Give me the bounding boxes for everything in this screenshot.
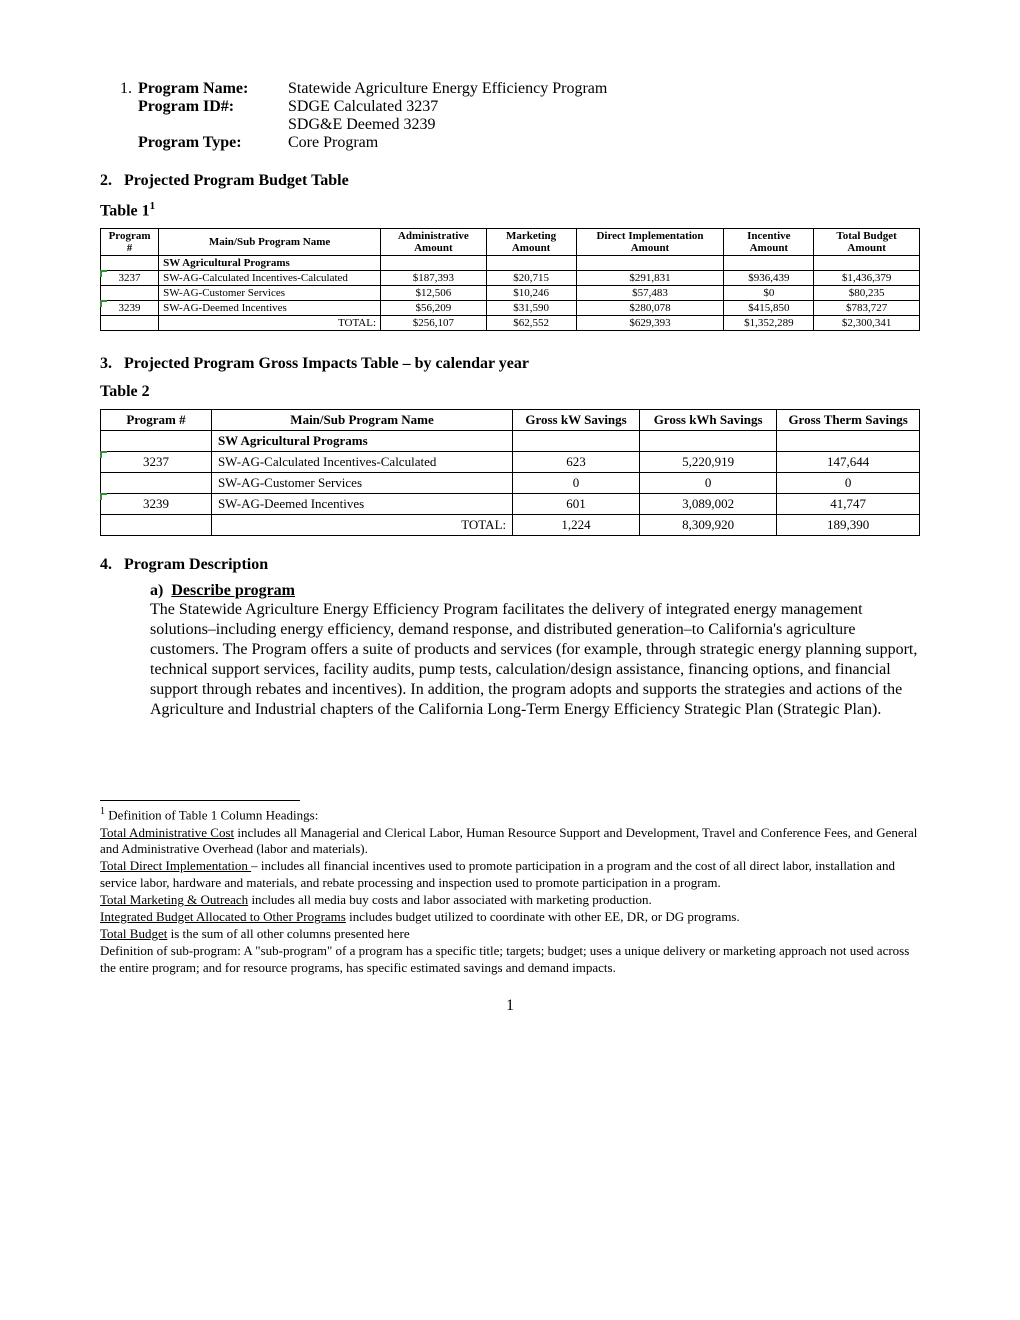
section-4: 4. Program Description a) Describe progr… (120, 556, 920, 720)
budget-table: Program #Main/Sub Program NameAdministra… (100, 228, 920, 331)
table-2-label: Table 2 (100, 383, 920, 401)
list-number: 1. (120, 80, 132, 98)
program-type-value: Core Program (288, 134, 378, 152)
section-2-heading: 2. Projected Program Budget Table (100, 172, 920, 190)
program-id-label: Program ID#: (138, 98, 288, 116)
footnotes: 1 Definition of Table 1 Column Headings:… (100, 805, 920, 976)
program-name-value: Statewide Agriculture Energy Efficiency … (288, 80, 607, 98)
program-description-body: The Statewide Agriculture Energy Efficie… (150, 600, 920, 720)
program-type-label: Program Type: (138, 134, 288, 152)
program-header: 1. Program Name: Statewide Agriculture E… (120, 80, 920, 152)
section-4a-heading: a) Describe program (150, 582, 920, 600)
program-name-label: Program Name: (138, 80, 288, 98)
program-id-value-1: SDGE Calculated 3237 (288, 98, 438, 116)
footnote-separator (100, 800, 300, 801)
table-1-label: Table 11 (100, 200, 920, 220)
impacts-table: Program #Main/Sub Program NameGross kW S… (100, 409, 920, 536)
program-id-value-2: SDG&E Deemed 3239 (288, 116, 436, 134)
section-3-heading: 3. Projected Program Gross Impacts Table… (100, 355, 920, 373)
page-number: 1 (100, 997, 920, 1015)
